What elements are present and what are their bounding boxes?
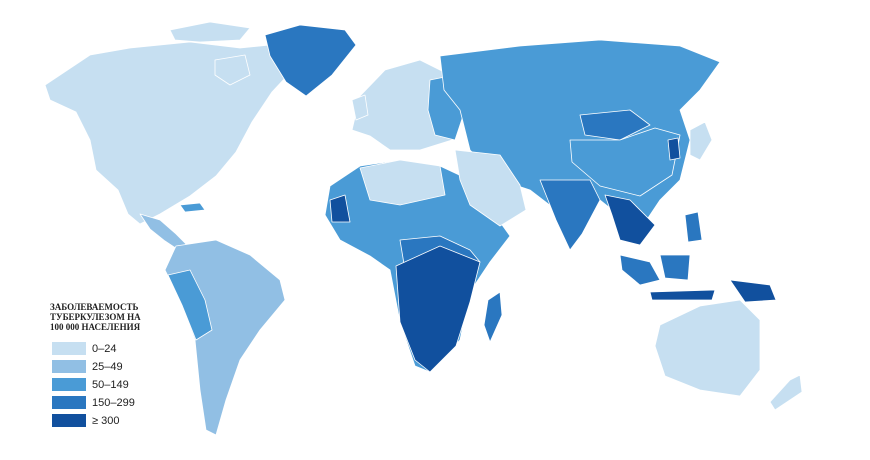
legend-swatch <box>52 396 86 409</box>
legend-swatch <box>52 342 86 355</box>
west-africa-dark <box>329 194 351 223</box>
legend-label: ≥ 300 <box>92 415 119 427</box>
philippines <box>684 211 703 243</box>
legend-label: 150–299 <box>92 397 135 409</box>
islands <box>649 289 716 301</box>
south-america <box>164 239 286 436</box>
korea <box>667 137 681 161</box>
legend-title: 100 000 НАСЕЛЕНИЯ <box>50 322 141 332</box>
caribbean <box>179 202 206 213</box>
legend-swatch <box>52 378 86 391</box>
legend-title: ЗАБОЛЕВАЕМОСТЬ <box>50 302 138 312</box>
new-zealand <box>769 374 803 411</box>
greenland <box>264 24 357 97</box>
australia <box>654 299 761 397</box>
papua-new-guinea <box>729 279 777 303</box>
south-america-mid <box>167 269 213 341</box>
land-masses <box>44 21 803 436</box>
arctic-islands <box>169 21 251 43</box>
indonesia <box>659 254 691 281</box>
legend: ЗАБОЛЕВАЕМОСТЬ ТУБЕРКУЛЕЗОМ НА 100 000 Н… <box>50 302 141 427</box>
legend-label: 0–24 <box>92 343 116 355</box>
british-isles <box>351 94 369 121</box>
legend-label: 25–49 <box>92 361 123 373</box>
southern-africa <box>395 245 481 373</box>
arctic-islands <box>214 54 251 86</box>
indonesia <box>619 254 661 286</box>
legend-label: 50–149 <box>92 379 129 391</box>
legend-swatch <box>52 414 86 427</box>
japan <box>689 121 713 161</box>
southeast-asia <box>604 194 656 246</box>
china <box>569 127 681 197</box>
mongolia <box>579 109 651 141</box>
north-america <box>44 41 301 225</box>
north-africa <box>359 159 446 206</box>
legend-swatch <box>52 360 86 373</box>
middle-east <box>454 149 527 227</box>
madagascar <box>483 291 503 343</box>
india <box>539 179 601 251</box>
legend-title: ТУБЕРКУЛЕЗОМ НА <box>50 312 141 322</box>
